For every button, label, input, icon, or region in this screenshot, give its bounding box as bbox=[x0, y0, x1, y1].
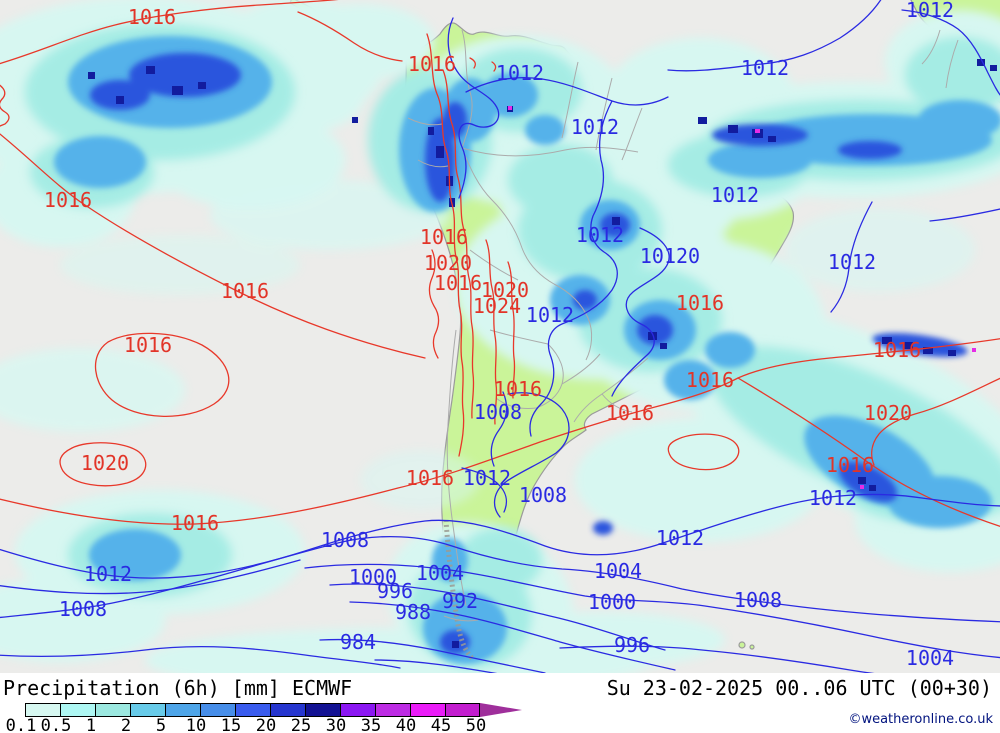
legend-value: 2 bbox=[120, 716, 132, 733]
forecast-datetime: Su 23-02-2025 00..06 UTC (00+30) bbox=[606, 676, 992, 700]
isobar-label: 1008 bbox=[321, 528, 369, 552]
isobar-label: 1012 bbox=[906, 0, 954, 22]
isobar-label: 1016 bbox=[826, 453, 874, 477]
isobar-label: 1012 bbox=[741, 56, 789, 80]
isobar-label: 1016 bbox=[221, 279, 269, 303]
legend-value: 15 bbox=[220, 716, 242, 733]
isobar-label: 1012 bbox=[571, 115, 619, 139]
legend-segment bbox=[445, 703, 480, 717]
falkland-island bbox=[749, 644, 755, 650]
scale-overflow-arrow bbox=[480, 703, 522, 717]
isobar-label: 988 bbox=[395, 600, 431, 624]
legend-segment bbox=[60, 703, 95, 717]
isobar-label: 1000 bbox=[588, 590, 636, 614]
legend-value: 35 bbox=[360, 716, 382, 733]
falkland-island bbox=[738, 641, 746, 649]
map-title: Precipitation (6h) [mm] ECMWF bbox=[3, 676, 353, 700]
isobar-label: 1016 bbox=[606, 401, 654, 425]
isobar-label: 1004 bbox=[906, 646, 954, 670]
legend-segment bbox=[410, 703, 445, 717]
isobar-label: 1016 bbox=[873, 338, 921, 362]
legend-segment bbox=[130, 703, 165, 717]
legend-value: 30 bbox=[325, 716, 347, 733]
isobar-label: 1020 bbox=[81, 451, 129, 475]
legend-value: 40 bbox=[395, 716, 417, 733]
isobar-label: 1008 bbox=[519, 483, 567, 507]
isobar-label: 1012 bbox=[711, 183, 759, 207]
legend-segment bbox=[270, 703, 305, 717]
isobar-label: 984 bbox=[340, 630, 376, 654]
legend-segment bbox=[340, 703, 375, 717]
isobar-label: 1012 bbox=[496, 61, 544, 85]
isobar-label: 1016 bbox=[494, 377, 542, 401]
legend-segment bbox=[235, 703, 270, 717]
map-area: 1016 1016 1016 1016 1016 1020 1016 1016 1016 1020… bbox=[0, 0, 1000, 673]
isobar-labels: 1016101610161016101610201016101610161020… bbox=[44, 0, 954, 670]
legend-value: 20 bbox=[255, 716, 277, 733]
legend-value: 0.5 bbox=[40, 716, 72, 733]
isobar-label: 996 bbox=[377, 579, 413, 603]
legend-value: 45 bbox=[430, 716, 452, 733]
legend-value: 5 bbox=[155, 716, 167, 733]
isobar-label: 1016 bbox=[44, 188, 92, 212]
isobars-low bbox=[0, 0, 1000, 673]
legend-value: 1 bbox=[85, 716, 97, 733]
isobar-label: 1016 bbox=[128, 5, 176, 29]
isobar-label: 1012 bbox=[828, 250, 876, 274]
isobar-label: 1004 bbox=[416, 561, 464, 585]
country-borders bbox=[407, 29, 959, 622]
legend-segment bbox=[305, 703, 340, 717]
legend-segment bbox=[165, 703, 200, 717]
isobar-label: 1008 bbox=[734, 588, 782, 612]
isobar-label: 1012 bbox=[526, 303, 574, 327]
isobar-label: 1024 bbox=[473, 294, 521, 318]
isobar-label: 1016 bbox=[406, 466, 454, 490]
isobars-high bbox=[0, 0, 1000, 527]
isobar-label: 1012 bbox=[809, 486, 857, 510]
isobar-label: 1020 bbox=[424, 251, 472, 275]
map-footer: Precipitation (6h) [mm] ECMWF Su 23-02-2… bbox=[0, 673, 1000, 733]
isobar-label: 1000 bbox=[349, 565, 397, 589]
isobar-label: 1012 bbox=[463, 466, 511, 490]
legend-value: 10 bbox=[185, 716, 207, 733]
isobar-label: 1012 bbox=[656, 526, 704, 550]
legend-segment bbox=[200, 703, 235, 717]
isobar-label: 1008 bbox=[474, 400, 522, 424]
legend-value: 25 bbox=[290, 716, 312, 733]
isobar-label: 1016 bbox=[124, 333, 172, 357]
isobar-label: 1012 bbox=[84, 562, 132, 586]
precip-color-scale bbox=[25, 703, 480, 717]
isobar-label: 1016 bbox=[171, 511, 219, 535]
isobar-label: 1020 bbox=[481, 278, 529, 302]
legend-value: 50 bbox=[465, 716, 487, 733]
isobar-label: 992 bbox=[442, 589, 478, 613]
precipitation-layer bbox=[0, 0, 1000, 673]
legend-segment bbox=[95, 703, 130, 717]
legend-segment bbox=[25, 703, 60, 717]
isobar-label: 1016 bbox=[408, 52, 456, 76]
isobar-label: 1012 bbox=[576, 223, 624, 247]
isobar-label: 1004 bbox=[594, 559, 642, 583]
isobar-label: 1008 bbox=[59, 597, 107, 621]
isobar-label: 1016 bbox=[676, 291, 724, 315]
isobar-label: 996 bbox=[614, 633, 650, 657]
isobar-label: 10120 bbox=[640, 244, 700, 268]
scale-value-labels: 0.1 0.5 1 2 5 10 15 20 25 30 35 40 45 50 bbox=[0, 716, 560, 733]
legend-value: 0.1 bbox=[5, 716, 37, 733]
legend-segment bbox=[375, 703, 410, 717]
weather-map-canvas: 1016101610161016101610201016101610161020… bbox=[0, 0, 1000, 673]
isobar-label: 1016 bbox=[434, 271, 482, 295]
isobar-label: 1016 bbox=[420, 225, 468, 249]
heavy-precip-specks bbox=[88, 59, 997, 648]
isobar-label: 1016 bbox=[686, 368, 734, 392]
extreme-precip-specks bbox=[508, 106, 976, 489]
copyright-link[interactable]: ©weatheronline.co.uk bbox=[848, 712, 993, 727]
isobar-label: 1020 bbox=[864, 401, 912, 425]
